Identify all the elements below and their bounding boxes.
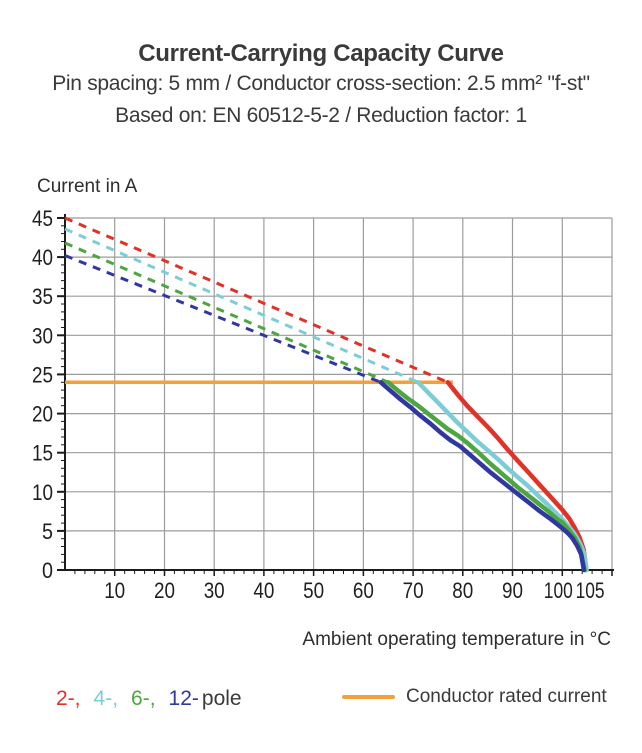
y-tick-label: 5 <box>42 519 53 544</box>
y-tick-label: 30 <box>32 323 53 348</box>
rated-current-legend: Conductor rated current <box>342 684 607 710</box>
y-tick-label: 15 <box>32 441 53 466</box>
x-axis-title: Ambient operating temperature in °C <box>302 629 611 650</box>
x-tick-label: 20 <box>154 578 175 603</box>
series-solid-12-pole <box>378 380 587 573</box>
x-tick-label: 105 <box>576 578 605 603</box>
subtitle-based-on: Based on: EN 60512-5-2 / Reduction facto… <box>115 104 527 127</box>
pole-legend-item-1: 2-, <box>56 687 81 710</box>
pole-legend: 2-, 4-, 6-, 12- pole <box>56 687 242 711</box>
series-dashed-2-pole <box>64 216 449 384</box>
x-tick-label: 100 <box>544 578 573 603</box>
pole-legend-item-3: 6-, <box>131 687 156 710</box>
y-axis-title: Current in A <box>37 176 138 197</box>
x-tick-label: 70 <box>403 578 424 603</box>
series-dashed-12-pole <box>64 254 382 384</box>
pole-legend-item-4: 12- <box>168 687 199 710</box>
y-tick-label: 25 <box>32 362 53 387</box>
x-tick-label: 10 <box>104 578 125 603</box>
y-tick-label: 45 <box>32 206 53 231</box>
pole-legend-item-2: 4-, <box>93 687 119 710</box>
series-dashed-6-pole <box>64 241 389 384</box>
x-tick-label: 40 <box>253 578 274 603</box>
pole-legend-items: 2-, 4-, 6-, 12- <box>56 687 202 710</box>
page-title: Current-Carrying Capacity Curve <box>138 40 504 67</box>
y-tick-label: 10 <box>32 480 53 505</box>
x-tick-label: 50 <box>303 578 324 603</box>
y-tick-label: 35 <box>32 284 53 309</box>
series-dashed-4-pole <box>64 227 419 384</box>
series-solid-2-pole <box>445 380 589 573</box>
rated-current-swatch <box>342 694 395 700</box>
y-tick-label: 20 <box>32 402 53 427</box>
rated-current-label: Conductor rated current <box>406 686 607 707</box>
series-solid-6-pole <box>385 380 587 573</box>
pole-legend-suffix: pole <box>201 687 242 710</box>
x-tick-label: 60 <box>353 578 374 603</box>
x-tick-label: 80 <box>452 578 473 603</box>
subtitle-pin-spacing: Pin spacing: 5 mm / Conductor cross-sect… <box>52 72 590 95</box>
x-tick-label: 90 <box>502 578 523 603</box>
x-tick-label: 30 <box>204 578 225 603</box>
y-tick-label: 0 <box>42 558 53 583</box>
chart-header: Current-Carrying Capacity Curve Pin spac… <box>0 40 642 132</box>
y-tick-label: 40 <box>32 245 53 270</box>
